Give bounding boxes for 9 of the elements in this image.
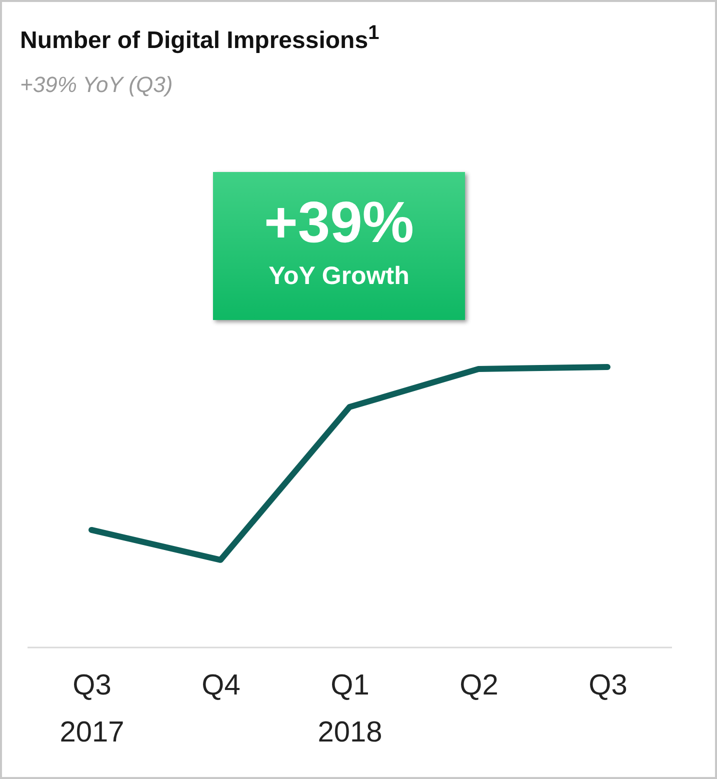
- x-tick-label: Q2: [460, 670, 498, 702]
- x-tick-label: Q1 2018: [318, 670, 382, 748]
- chart-subtitle: +39% YoY (Q3): [20, 72, 173, 98]
- text: YoY Growth: [268, 262, 410, 291]
- chart-title: Number of Digital Impressions$^{1}$: [20, 22, 380, 55]
- x-tick-label: Q4: [202, 670, 240, 702]
- text: +39%: [263, 190, 415, 256]
- x-tick-label: Q3 2017: [60, 670, 124, 748]
- x-tick-label: Q3: [588, 670, 628, 702]
